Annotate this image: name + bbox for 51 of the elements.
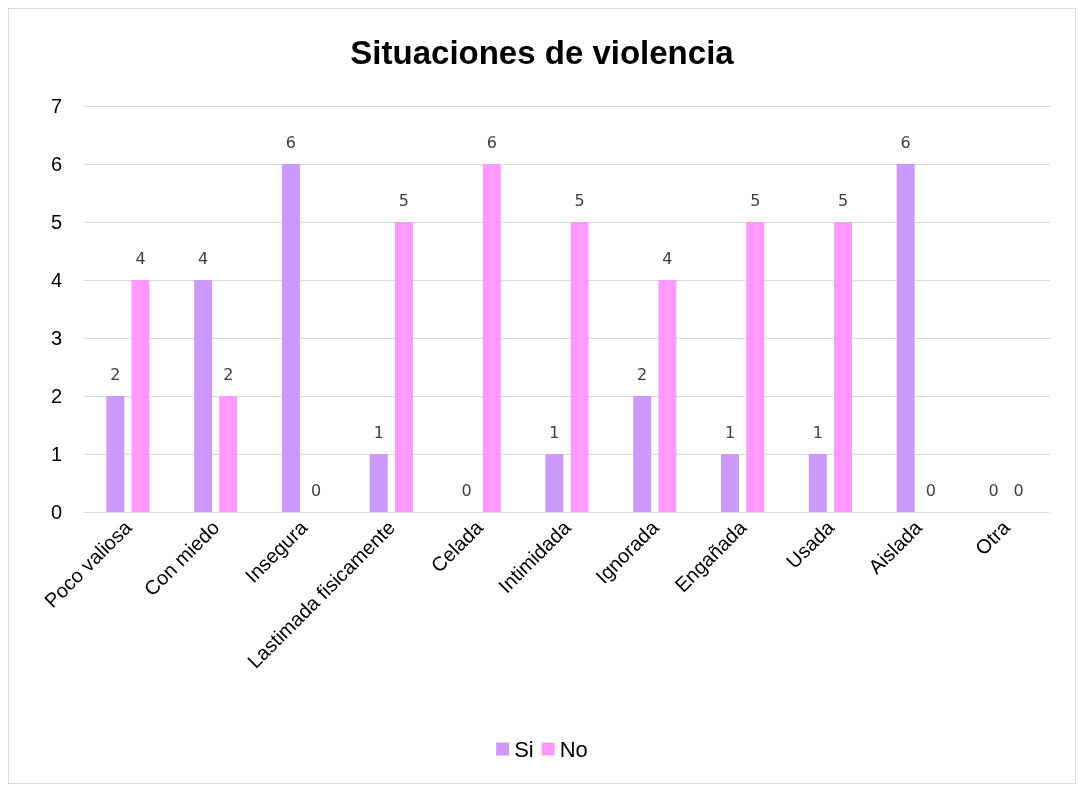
bar xyxy=(281,164,300,512)
bar xyxy=(633,396,652,512)
data-label: 0 xyxy=(1013,480,1024,500)
bar xyxy=(658,280,677,512)
legend-label: No xyxy=(559,736,588,762)
data-label: 6 xyxy=(285,132,297,152)
bar xyxy=(721,454,740,512)
y-tick-label: 7 xyxy=(50,95,62,117)
bar xyxy=(545,454,564,512)
y-tick-label: 6 xyxy=(50,153,62,175)
legend-label: Si xyxy=(514,736,534,762)
data-label: 0 xyxy=(461,480,472,500)
bar xyxy=(219,396,238,512)
y-tick-label: 5 xyxy=(50,211,62,233)
data-label: 1 xyxy=(812,422,823,442)
data-label: 4 xyxy=(135,248,146,268)
data-label: 2 xyxy=(637,364,648,384)
bar xyxy=(570,222,589,512)
y-tick-label: 4 xyxy=(50,269,62,291)
data-label: 2 xyxy=(223,364,234,384)
bar xyxy=(369,454,388,512)
y-tick-label: 0 xyxy=(50,501,62,523)
bar xyxy=(131,280,150,512)
data-label: 0 xyxy=(925,480,936,500)
data-label: 4 xyxy=(662,248,673,268)
bar xyxy=(394,222,413,512)
data-label: 1 xyxy=(549,422,560,442)
bar xyxy=(746,222,765,512)
data-label: 1 xyxy=(724,422,736,442)
data-label: 5 xyxy=(750,190,761,210)
y-tick-label: 1 xyxy=(50,443,62,465)
bar xyxy=(808,454,827,512)
data-label: 5 xyxy=(837,190,849,210)
bar xyxy=(834,222,853,512)
bar xyxy=(896,164,915,512)
y-tick-label: 2 xyxy=(50,385,62,407)
data-label: 0 xyxy=(988,480,999,500)
data-label: 1 xyxy=(373,422,384,442)
data-label: 6 xyxy=(486,132,497,152)
bar xyxy=(482,164,501,512)
data-label: 2 xyxy=(110,364,121,384)
data-label: 4 xyxy=(198,248,209,268)
chart-title: Situaciones de violencia xyxy=(350,34,735,71)
data-label: 5 xyxy=(398,190,410,210)
bar xyxy=(106,396,125,512)
bar xyxy=(194,280,213,512)
y-tick-label: 3 xyxy=(50,327,62,349)
data-label: 0 xyxy=(311,480,322,500)
data-label: 5 xyxy=(574,190,585,210)
data-label: 6 xyxy=(900,132,911,152)
x-tick-label: Otra xyxy=(970,515,1015,560)
